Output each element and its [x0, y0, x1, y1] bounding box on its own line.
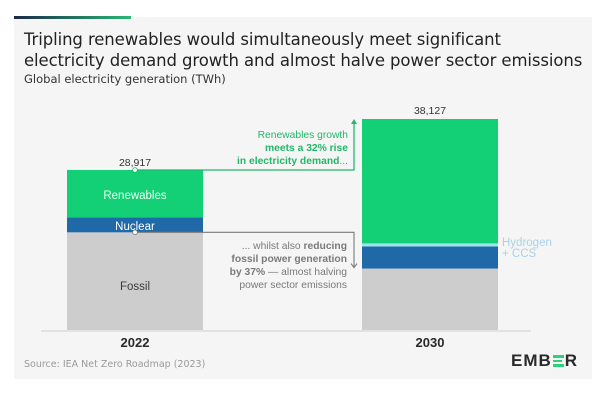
fossil-connector-line [135, 231, 355, 268]
segment-label-hydrogen-line1: Hydrogen [502, 237, 552, 249]
x-tick-label-2030: 2030 [416, 335, 445, 350]
bar-fossil-2030 [362, 268, 498, 330]
growth-annotation-line3-tail: ... [339, 156, 348, 167]
fossil-annotation-line3: by 37% — almost halving [230, 267, 348, 278]
accent-bar [14, 16, 131, 19]
fossil-annotation-line2: fossil power generation [231, 254, 347, 265]
chart-title: Tripling renewables would simultaneously… [24, 30, 583, 70]
growth-annotation-line3-bold: in electricity demand [237, 156, 339, 167]
connector-dot-fossil [132, 229, 138, 236]
fossil-annotation-line4: power sector emissions [239, 280, 347, 291]
bar-nuclear-2022 [67, 217, 203, 233]
logo-letter-r: R [564, 351, 579, 370]
segment-label-nuclear: Nuclear [115, 221, 155, 233]
source-note: Source: IEA Net Zero Roadmap (2023) [24, 359, 206, 370]
growth-connector-line [135, 122, 355, 171]
x-tick-label-2022: 2022 [121, 335, 150, 350]
bar-nuclear-2030 [362, 246, 498, 269]
connector-dot-top [132, 167, 138, 173]
total-label-2022: 28,917 [119, 157, 151, 169]
growth-arrow-icon [351, 119, 357, 124]
bar-renewables-2022 [67, 169, 203, 218]
total-label-2030: 38,127 [414, 105, 446, 117]
chart-subtitle: Global electricity generation (TWh) [24, 72, 226, 86]
logo-letters-emb: EMB [511, 351, 552, 370]
segment-label-fossil: Fossil [120, 281, 150, 293]
growth-annotation-line3: in electricity demand... [237, 156, 348, 167]
segment-label-renewables: Renewables [103, 190, 167, 202]
ember-logo: EMB R [511, 351, 578, 371]
bar-renewables-2030 [362, 119, 498, 244]
fossil-arrow-icon [350, 263, 358, 269]
bar-fossil-2022 [67, 232, 203, 330]
fossil-annotation-line3-bold: by 37% [230, 267, 266, 278]
growth-annotation-line1: Renewables growth [258, 130, 349, 141]
fossil-annotation-line1: ... whilst also reducing [242, 241, 347, 252]
fossil-annotation-line1-normal: ... whilst also [242, 241, 304, 252]
segment-label-hydrogen-line2: + CCS [502, 248, 537, 260]
bar-hydrogen-ccs-2030 [362, 243, 498, 247]
fossil-annotation-line1-bold: reducing [304, 241, 347, 252]
fossil-annotation-line3-normal: — almost halving [265, 267, 347, 278]
logo-e-bars-icon [552, 354, 564, 367]
growth-annotation-line2: meets a 32% rise [265, 143, 348, 154]
